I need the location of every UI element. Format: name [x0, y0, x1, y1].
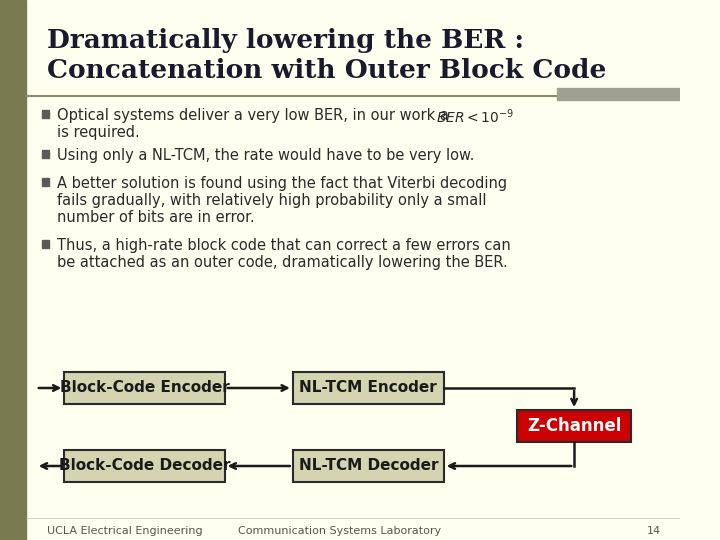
Bar: [42, 150, 49, 158]
Bar: [557, 88, 680, 100]
FancyBboxPatch shape: [293, 372, 444, 404]
Bar: [0, 0, 27, 540]
FancyBboxPatch shape: [64, 372, 225, 404]
Text: 14: 14: [647, 526, 661, 536]
Text: Block-Code Encoder: Block-Code Encoder: [60, 381, 230, 395]
Text: A better solution is found using the fact that Viterbi decoding: A better solution is found using the fac…: [57, 176, 507, 191]
Text: UCLA Electrical Engineering: UCLA Electrical Engineering: [48, 526, 203, 536]
Text: Optical systems deliver a very low BER, in our work a: Optical systems deliver a very low BER, …: [57, 108, 449, 123]
Text: Block-Code Decoder: Block-Code Decoder: [59, 458, 230, 474]
Bar: [42, 240, 49, 248]
Text: NL-TCM Decoder: NL-TCM Decoder: [299, 458, 438, 474]
FancyBboxPatch shape: [293, 450, 444, 482]
Bar: [42, 178, 49, 186]
Text: fails gradually, with relatively high probability only a small: fails gradually, with relatively high pr…: [57, 193, 486, 208]
Text: number of bits are in error.: number of bits are in error.: [57, 210, 254, 225]
Text: Using only a NL-TCM, the rate would have to be very low.: Using only a NL-TCM, the rate would have…: [57, 148, 474, 163]
Text: Z-Channel: Z-Channel: [527, 417, 621, 435]
Text: Communication Systems Laboratory: Communication Systems Laboratory: [238, 526, 441, 536]
FancyBboxPatch shape: [64, 450, 225, 482]
Text: Thus, a high-rate block code that can correct a few errors can: Thus, a high-rate block code that can co…: [57, 238, 510, 253]
Text: $BER < 10^{-9}$: $BER < 10^{-9}$: [436, 107, 515, 126]
Bar: [42, 110, 49, 118]
FancyBboxPatch shape: [518, 410, 631, 442]
Text: NL-TCM Encoder: NL-TCM Encoder: [300, 381, 437, 395]
Text: is required.: is required.: [57, 125, 140, 140]
Text: Concatenation with Outer Block Code: Concatenation with Outer Block Code: [48, 58, 606, 83]
Text: Dramatically lowering the BER :: Dramatically lowering the BER :: [48, 28, 524, 53]
Text: be attached as an outer code, dramatically lowering the BER.: be attached as an outer code, dramatical…: [57, 255, 508, 270]
